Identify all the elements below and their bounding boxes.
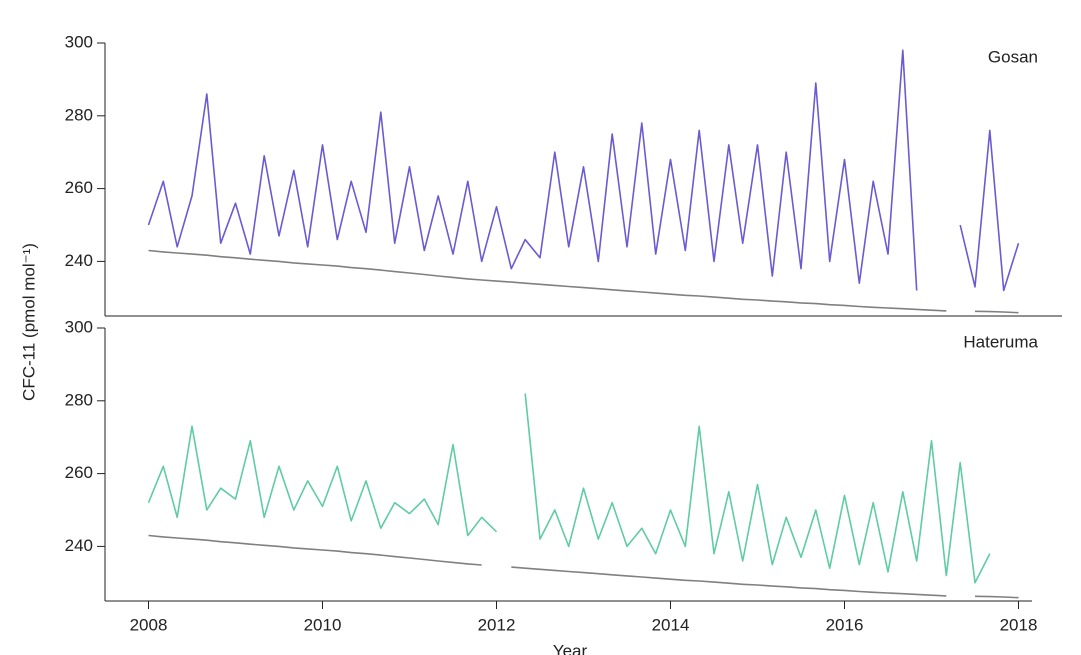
y-tick-label: 300 — [65, 32, 93, 51]
x-tick-label: 2012 — [478, 615, 516, 634]
y-tick-label: 280 — [65, 390, 93, 409]
y-tick-label: 240 — [65, 251, 93, 270]
panel-title: Gosan — [988, 47, 1038, 66]
series-line — [524, 393, 991, 584]
y-tick-label: 260 — [65, 463, 93, 482]
series-line — [511, 566, 947, 597]
series-line — [959, 129, 1020, 292]
series-line — [147, 49, 918, 291]
y-tick-label: 240 — [65, 536, 93, 555]
series-line — [974, 310, 1019, 314]
x-tick-label: 2018 — [1000, 615, 1038, 634]
y-tick-label: 280 — [65, 105, 93, 124]
x-tick-label: 2008 — [130, 615, 168, 634]
series-line — [148, 249, 947, 312]
series-line — [147, 425, 498, 537]
x-axis-label: Year — [553, 641, 588, 655]
y-axis-label: CFC-11 (pmol mol⁻¹) — [19, 243, 38, 401]
series-line — [148, 534, 482, 566]
panel-title: Hateruma — [963, 332, 1038, 351]
series-line — [974, 595, 1019, 599]
x-tick-label: 2010 — [304, 615, 342, 634]
x-tick-label: 2016 — [826, 615, 864, 634]
y-tick-label: 260 — [65, 178, 93, 197]
x-tick-label: 2014 — [652, 615, 690, 634]
y-tick-label: 300 — [65, 317, 93, 336]
